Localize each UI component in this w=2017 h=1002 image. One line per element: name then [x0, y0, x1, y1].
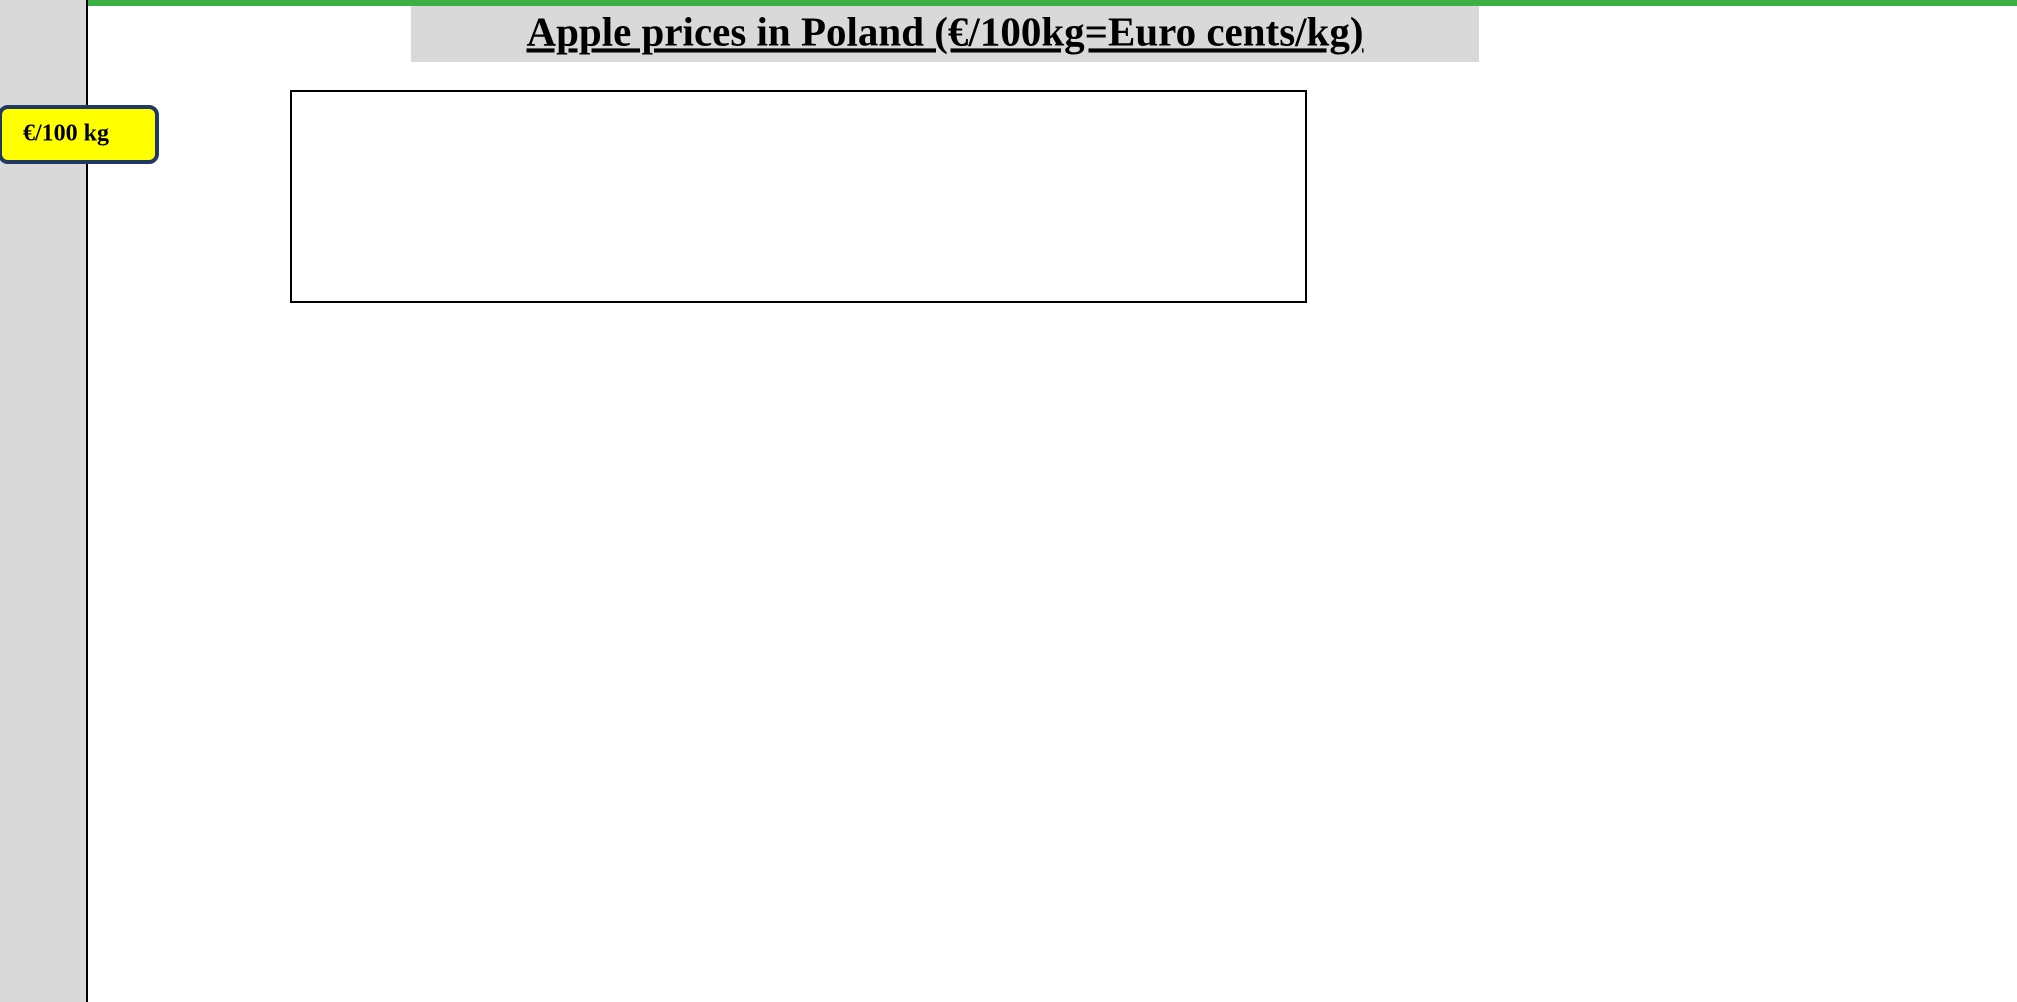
- y-label-box: [0, 105, 159, 164]
- legend: [290, 90, 1307, 303]
- axis-background: [0, 0, 87, 1002]
- title-background: [411, 6, 1479, 62]
- y-axis-label: €/100 kg: [23, 121, 109, 147]
- chart-title: Apple prices in Poland (€/100kg=Euro cen…: [527, 8, 1364, 54]
- top-strip: [87, 0, 2017, 6]
